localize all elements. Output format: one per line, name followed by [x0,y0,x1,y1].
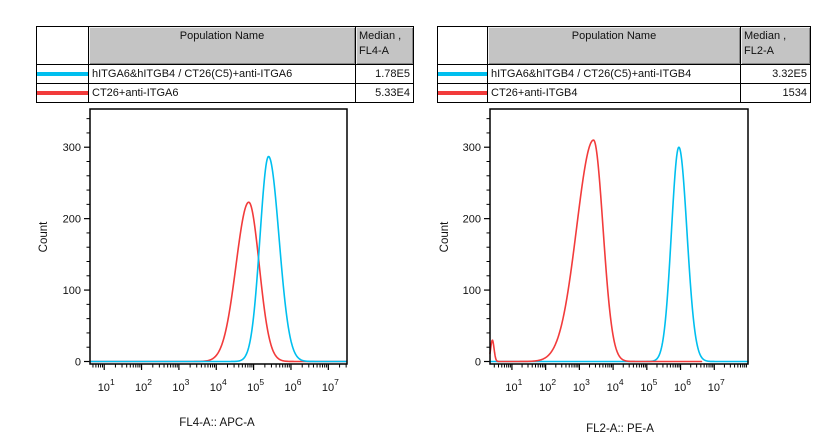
svg-text:101: 101 [505,377,522,394]
population-name-cell: CT26+anti-ITGA6 [88,83,356,103]
svg-text:100: 100 [462,285,480,297]
population-median-table-fl2: Population Name Median , FL2-A hITGA6&hIT… [437,26,811,103]
svg-text:300: 300 [462,142,480,154]
population-name-cell: hITGA6&hITGB4 / CT26(C5)+anti-ITGB4 [487,64,741,84]
svg-text:106: 106 [284,377,301,394]
svg-text:107: 107 [321,377,338,394]
population-name-cell: CT26+anti-ITGB4 [487,83,741,103]
x-axis-label: FL2-A:: PE-A [586,423,654,435]
fl4-histogram-chart: 101 102 103 104 105 106 107 0 100 200 300 [62,107,348,394]
svg-text:101: 101 [97,377,114,394]
median-value-cell: 1.78E5 [355,64,414,84]
svg-text:107: 107 [707,377,724,394]
cyan-series-swatch [438,72,487,76]
table-row: CT26+anti-ITGA6 5.33E4 [36,83,414,103]
svg-text:105: 105 [247,377,264,394]
svg-text:102: 102 [539,377,556,394]
median-value-cell: 1534 [740,83,811,103]
svg-text:102: 102 [135,377,152,394]
svg-text:103: 103 [572,377,589,394]
table-row: hITGA6&hITGB4 / CT26(C5)+anti-ITGA6 1.78… [36,64,414,84]
population-name-header: Population Name [88,26,356,65]
population-name-cell: hITGA6&hITGB4 / CT26(C5)+anti-ITGA6 [88,64,356,84]
series-swatch-cell [36,83,89,103]
table-row: CT26+anti-ITGB4 1534 [437,83,811,103]
series-swatch-cell [437,64,488,84]
population-name-header: Population Name [487,26,741,65]
median-value-cell: 3.32E5 [740,64,811,84]
red-series-swatch [438,91,487,95]
series-swatch-cell [36,64,89,84]
population-median-table-fl4: Population Name Median , FL4-A hITGA6&hIT… [36,26,414,103]
svg-text:100: 100 [62,285,80,297]
svg-text:104: 104 [209,377,226,394]
table-header-row: Population Name Median , FL2-A [437,26,811,65]
median-header: Median , FL4-A [355,26,414,65]
median-value-cell: 5.33E4 [355,83,414,103]
table-row: hITGA6&hITGB4 / CT26(C5)+anti-ITGB4 3.32… [437,64,811,84]
svg-text:200: 200 [62,213,80,225]
svg-text:104: 104 [606,377,623,394]
y-axis-label: Count [38,221,50,253]
table-corner-cell [36,26,89,65]
svg-text:0: 0 [74,356,80,368]
svg-text:103: 103 [172,377,189,394]
fl2-histogram-chart: 101 102 103 104 105 106 107 0 100 200 300 [462,107,749,394]
svg-text:300: 300 [62,142,80,154]
y-axis-label: Count [439,221,451,253]
svg-text:200: 200 [462,213,480,225]
table-corner-cell [437,26,488,65]
red-series-swatch [37,91,88,95]
cyan-series-swatch [37,72,88,76]
svg-text:0: 0 [474,356,480,368]
median-header: Median , FL2-A [740,26,811,65]
svg-text:106: 106 [674,377,691,394]
x-axis-label: FL4-A:: APC-A [179,417,255,429]
table-header-row: Population Name Median , FL4-A [36,26,414,65]
svg-text:105: 105 [640,377,657,394]
